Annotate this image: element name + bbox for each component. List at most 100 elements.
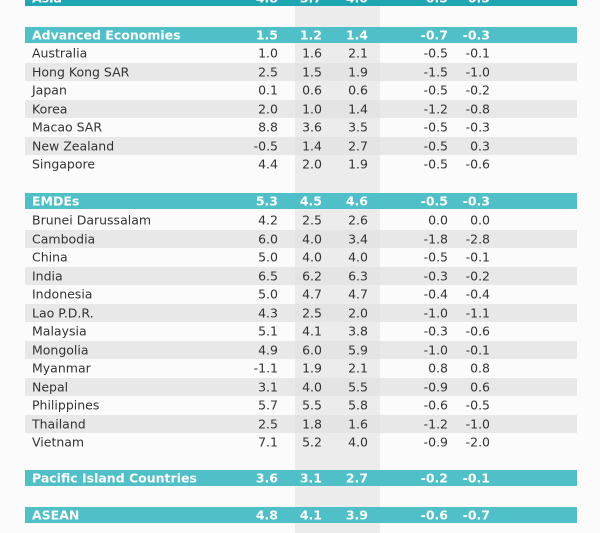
row-label: Cambodia [32,231,96,247]
section-header-row: ASEAN 4.8 4.1 3.9 -0.6 -0.7 [25,507,577,523]
value-cell: 2.0 [258,101,278,117]
value-cell: 2.5 [302,212,322,228]
section-header-row: EMDEs 5.3 4.5 4.6 -0.5 -0.3 [25,193,577,209]
row-label: Indonesia [32,286,93,302]
value-cell: -0.4 [423,286,448,302]
value-cell: -0.2 [465,82,490,98]
value-cell: 4.2 [258,212,278,228]
value-cell: 3.4 [348,231,368,247]
value-cell: -1.8 [423,231,448,247]
value-cell: -0.8 [465,101,490,117]
value-cell: 2.5 [258,416,278,432]
value-cell: 5.5 [302,397,322,413]
section-header-row: Pacific Island Countries 3.6 3.1 2.7 -0.2 -0.… [25,470,577,486]
table-row: Cambodia 6.0 4.0 3.4 -1.8 -2.8 [25,229,577,248]
table-row: Philippines 5.7 5.5 5.8 -0.6 -0.5 [25,396,577,415]
row-label: China [32,249,68,265]
value-cell: 6.3 [348,268,368,284]
table-row: India 6.5 6.2 6.3 -0.3 -0.2 [25,266,577,285]
value-cell: -0.3 [423,268,448,284]
row-label: Japan [32,82,67,98]
value-cell: -0.5 [450,0,490,6]
value-cell: 2.5 [258,64,278,80]
value-cell: 4.7 [302,286,322,302]
value-cell: 6.2 [302,268,322,284]
value-cell: -0.3 [462,193,490,209]
value-cell: 2.1 [348,360,368,376]
value-cell: -0.3 [423,323,448,339]
value-cell: 5.7 [258,397,278,413]
value-cell: -0.6 [465,323,490,339]
value-cell: 1.5 [302,64,322,80]
value-cell: 4.1 [299,507,322,523]
value-cell: 1.8 [302,416,322,432]
value-cell: -1.5 [423,64,448,80]
table-row: Thailand 2.5 1.8 1.6 -1.2 -1.0 [25,414,577,433]
row-label: Mongolia [32,342,89,358]
value-cell: -1.1 [465,305,490,321]
row-label: EMDEs [32,193,80,209]
value-cell: 2.7 [345,470,368,486]
value-cell: 3.5 [348,119,368,135]
value-cell: 0.8 [428,360,448,376]
value-cell: -0.5 [423,82,448,98]
value-cell: 4.0 [302,231,322,247]
value-cell: 3.6 [255,470,278,486]
table-row: Myanmar -1.1 1.9 2.1 0.8 0.8 [25,359,577,378]
value-cell: -2.0 [465,434,490,450]
row-label: India [32,268,63,284]
value-cell: -1.1 [253,360,278,376]
value-cell: 4.6 [345,193,368,209]
value-cell: -0.3 [465,119,490,135]
value-cell: 5.0 [258,286,278,302]
value-cell: -0.1 [465,342,490,358]
value-cell: 1.9 [348,64,368,80]
row-label: Lao P.D.R. [32,305,94,321]
value-cell: 5.2 [302,434,322,450]
value-cell: 4.0 [348,249,368,265]
value-cell: -0.7 [462,507,490,523]
value-cell: -1.0 [423,305,448,321]
value-cell: 1.0 [302,101,322,117]
row-label: Thailand [32,416,86,432]
section-header-row: Advanced Economies 1.5 1.2 1.4 -0.7 -0.3 [25,27,577,43]
row-label: Nepal [32,379,69,395]
value-cell: -0.4 [465,286,490,302]
value-cell: 2.7 [348,138,368,154]
value-cell: 1.4 [345,27,368,43]
value-cell: 2.0 [348,305,368,321]
value-cell: 7.1 [258,434,278,450]
value-cell: 1.9 [348,156,368,172]
value-cell: -0.1 [465,249,490,265]
value-cell: 1.9 [302,360,322,376]
value-cell: 1.4 [302,138,322,154]
row-label: Vietnam [32,434,85,450]
value-cell: 4.8 [255,507,278,523]
value-cell: -0.5 [423,156,448,172]
value-cell: 0.1 [258,82,278,98]
value-cell: -0.1 [465,45,490,61]
value-cell: 4.5 [299,193,322,209]
value-cell: 2.1 [348,45,368,61]
value-cell: 3.1 [258,379,278,395]
value-cell: -1.0 [465,64,490,80]
value-cell: -1.0 [465,416,490,432]
value-cell: -1.2 [423,101,448,117]
value-cell: 5.1 [258,323,278,339]
row-label: Hong Kong SAR [32,64,130,80]
value-cell: -1.0 [423,342,448,358]
value-cell: -0.9 [423,434,448,450]
table-row: Japan 0.1 0.6 0.6 -0.5 -0.2 [25,81,577,100]
value-cell: 5.0 [258,249,278,265]
value-cell: -0.5 [253,138,278,154]
value-cell: 6.5 [258,268,278,284]
value-cell: 3.6 [302,119,322,135]
table-row: Vietnam 7.1 5.2 4.0 -0.9 -2.0 [25,433,577,452]
table-row: Macao SAR 8.8 3.6 3.5 -0.5 -0.3 [25,118,577,137]
value-cell: 4.7 [348,286,368,302]
value-cell: -0.1 [462,470,490,486]
value-cell: 5.9 [348,342,368,358]
value-cell: 0.8 [470,360,490,376]
value-cell: 3.7 [282,0,322,6]
value-cell: 0.6 [302,82,322,98]
